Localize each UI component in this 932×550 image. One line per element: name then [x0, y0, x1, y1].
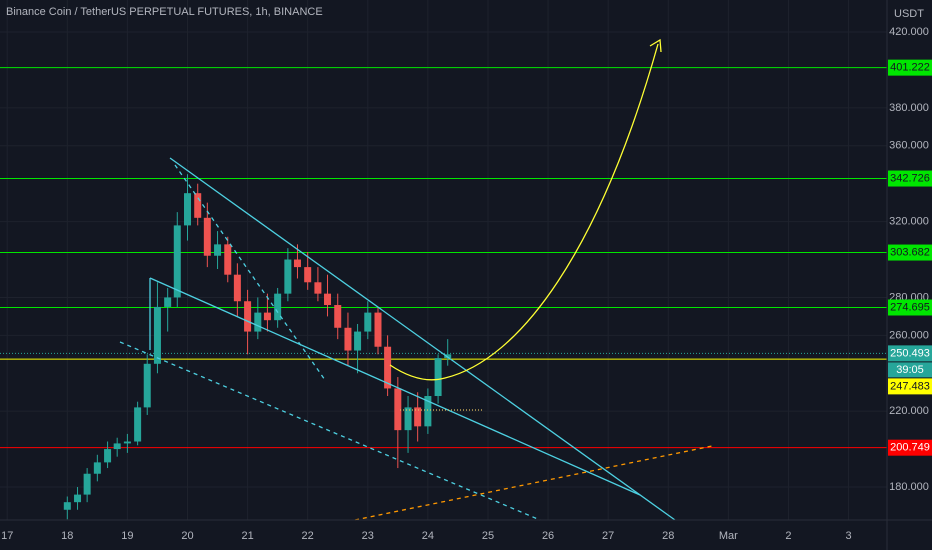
x-tick-label: 2: [785, 530, 791, 542]
x-tick-label: 21: [241, 530, 253, 542]
candle-body: [93, 462, 101, 474]
candle-body: [324, 293, 332, 306]
countdown-label: 39:05: [896, 364, 924, 376]
candle-body: [434, 358, 442, 397]
x-tick-label: 3: [845, 530, 851, 542]
candle-body: [183, 193, 191, 226]
candle-body: [364, 312, 372, 332]
price-tag-label: 250.493: [890, 347, 930, 359]
y-tick-label: 360.000: [889, 140, 929, 152]
candle-body: [394, 388, 402, 431]
candle-body: [354, 331, 362, 351]
x-tick-label: 19: [121, 530, 133, 542]
candle-body: [173, 225, 181, 298]
chart-title: Binance Coin / TetherUS PERPETUAL FUTURE…: [6, 6, 323, 18]
trendline: [169, 157, 676, 521]
price-tag-label: 247.483: [890, 380, 930, 392]
candle-body: [123, 441, 131, 444]
candle-body: [83, 473, 91, 495]
candle-body: [263, 312, 271, 321]
price-tag: [888, 299, 932, 316]
price-tag: [888, 244, 932, 261]
candle-body: [244, 301, 252, 332]
dashed-trendline: [174, 164, 326, 381]
candle-body: [314, 282, 322, 294]
candle-body: [233, 274, 241, 302]
candle-body: [293, 259, 301, 268]
price-tag-label: 274.695: [890, 301, 930, 313]
projection-curve: [389, 43, 659, 381]
price-tag: [888, 378, 932, 395]
candle-body: [224, 244, 232, 275]
price-tag: [888, 59, 932, 76]
price-tag: [888, 345, 932, 362]
candle-body: [194, 193, 202, 218]
x-tick-label: 20: [181, 530, 193, 542]
candle-body: [384, 346, 392, 389]
y-tick-label: 180.000: [889, 481, 929, 493]
x-tick-label: 26: [542, 530, 554, 542]
candle-body: [214, 244, 222, 256]
countdown-tag: [888, 362, 932, 378]
candle-body: [284, 259, 292, 294]
x-tick-label: 28: [662, 530, 674, 542]
candle-body: [63, 502, 71, 510]
candle-body: [153, 306, 161, 364]
y-tick-label: 420.000: [889, 26, 929, 38]
axes: 180.000220.000260.000280.000320.000360.0…: [1, 26, 929, 542]
levels: [0, 67, 887, 449]
candle-body: [374, 312, 382, 347]
drawings: [119, 38, 713, 521]
x-tick-label: 25: [482, 530, 494, 542]
candle-body: [334, 305, 342, 328]
trendline: [149, 277, 641, 496]
y-tick-label: 260.000: [889, 329, 929, 341]
candle-body: [74, 494, 82, 503]
y-tick-label: 220.000: [889, 405, 929, 417]
y-tick-label: 380.000: [889, 102, 929, 114]
x-tick-label: 27: [602, 530, 614, 542]
candle-body: [404, 407, 412, 431]
price-tag: [888, 439, 932, 456]
price-tags: 401.222 342.726 303.682 274.695 250.493 39:05…: [888, 59, 932, 456]
candle-body: [164, 297, 172, 307]
candle-body: [274, 293, 282, 321]
y-tick-label: 320.000: [889, 216, 929, 228]
projection-arrow: [649, 38, 662, 53]
candle-body: [344, 327, 352, 351]
candle-body: [414, 407, 422, 427]
x-tick-label: 24: [422, 530, 434, 542]
x-tick-label: 18: [61, 530, 73, 542]
price-tag: [888, 170, 932, 187]
candle-body: [444, 354, 452, 359]
candle-body: [143, 363, 151, 408]
price-tag-label: 401.222: [890, 62, 930, 74]
candle-body: [304, 267, 312, 283]
candle-body: [104, 449, 112, 463]
candle-body: [134, 407, 142, 442]
price-tag-label: 342.726: [890, 172, 930, 184]
candle-body: [424, 396, 432, 427]
x-tick-label: 23: [362, 530, 374, 542]
price-tag-label: 200.749: [890, 442, 930, 454]
candle-body: [203, 217, 211, 256]
unit-label: USDT: [894, 8, 924, 20]
x-tick-label: 22: [302, 530, 314, 542]
x-tick-label: Mar: [719, 530, 738, 542]
price-tag-label: 303.682: [890, 246, 930, 258]
candle-body: [113, 443, 121, 450]
candle-body: [254, 312, 262, 332]
x-tick-label: 17: [1, 530, 13, 542]
